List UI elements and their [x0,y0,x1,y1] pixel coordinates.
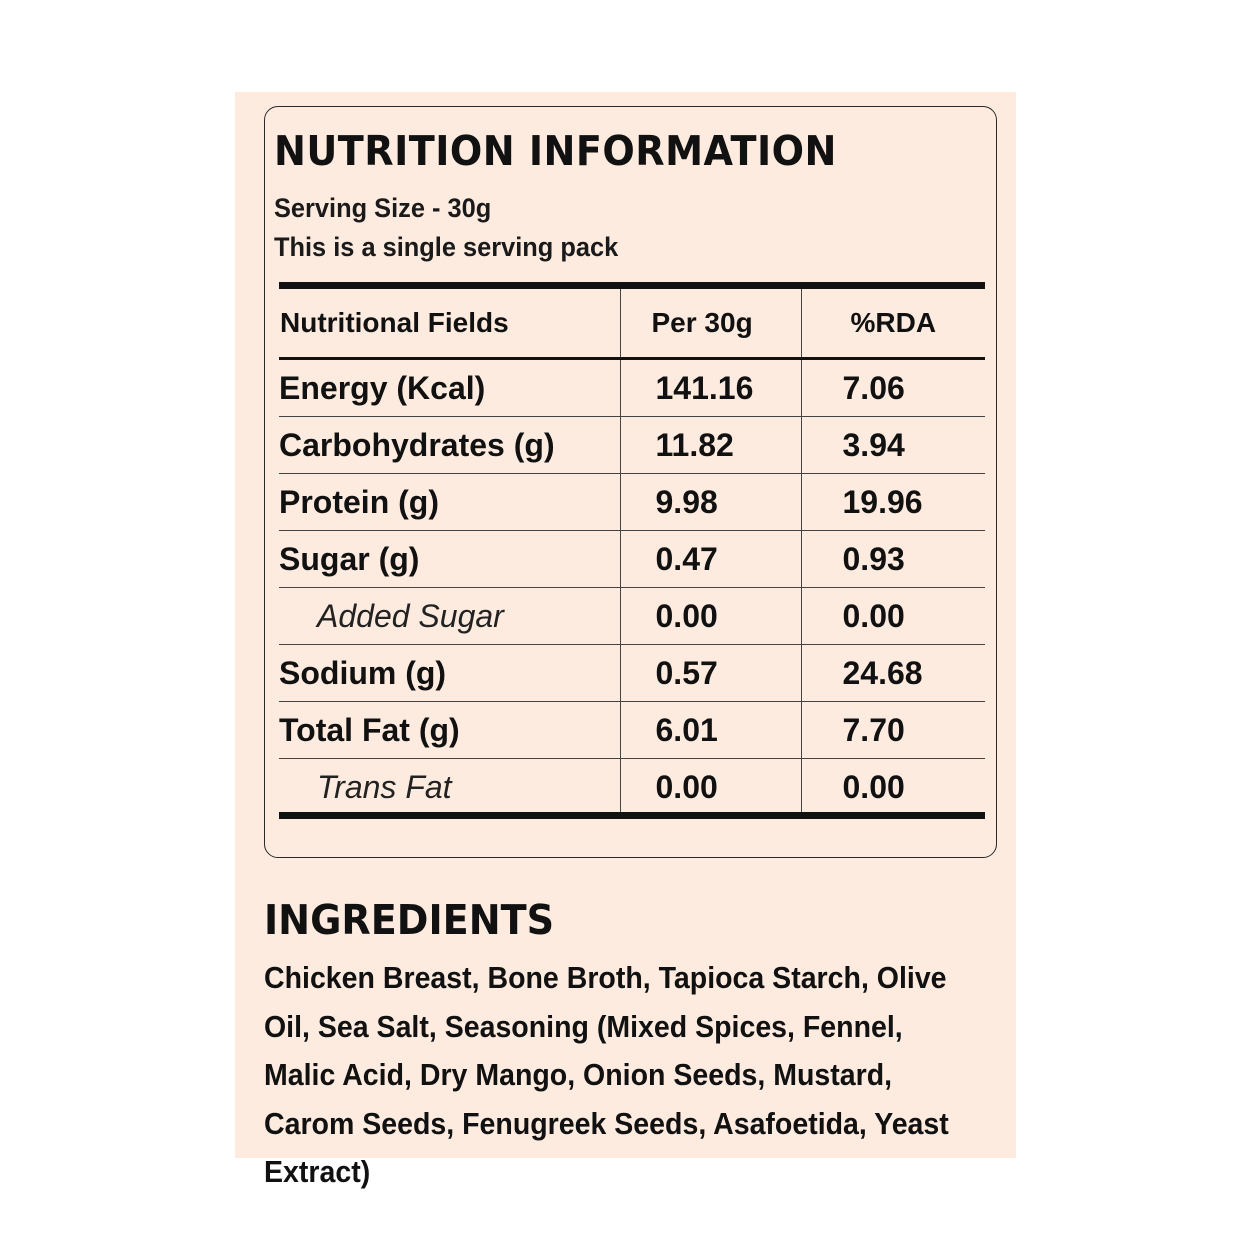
per30g-value: 6.01 [620,701,802,759]
table-top-rule [279,282,985,289]
header-per30g: Per 30g [620,289,802,360]
table-row: Trans Fat 0.00 0.00 [279,758,985,815]
field-name: Trans Fat [279,758,621,815]
table-header-row: Nutritional Fields Per 30g %RDA [279,289,985,360]
label-panel: NUTRITION INFORMATION Serving Size - 30g… [235,92,1016,1189]
header-fields: Nutritional Fields [279,289,621,360]
table-row: Sugar (g) 0.47 0.93 [279,530,985,588]
rda-value: 0.93 [801,530,985,588]
header-rda: %RDA [801,289,985,360]
field-name: Energy (Kcal) [279,358,621,417]
rda-value: 3.94 [801,416,985,474]
pack-note: This is a single serving pack [274,232,619,262]
per30g-value: 0.47 [620,530,802,588]
ingredients-title: INGREDIENTS [264,896,555,944]
rda-value: 24.68 [801,644,985,702]
rda-value: 7.06 [801,358,985,417]
table-bottom-rule [279,812,985,819]
rda-value: 0.00 [842,768,905,805]
rda-value: 19.96 [801,473,985,531]
nutrition-title: NUTRITION INFORMATION [274,127,837,175]
per30g-value: 0.57 [620,644,802,702]
per30g-value: 141.16 [620,358,802,417]
serving-size: Serving Size - 30g [274,193,492,223]
field-name: Total Fat (g) [279,701,621,759]
field-name: Protein (g) [279,473,621,531]
table-row: Total Fat (g) 6.01 7.70 [279,701,985,759]
table-row: Added Sugar 0.00 0.00 [279,587,985,645]
rda-value: 0.00 [801,587,985,645]
field-name: Sodium (g) [279,644,621,702]
table-row: Energy (Kcal) 141.16 7.06 [279,358,985,417]
field-name: Added Sugar [279,587,621,645]
table-row: Sodium (g) 0.57 24.68 [279,644,985,702]
nutrition-info-box: NUTRITION INFORMATION Serving Size - 30g… [264,106,997,858]
per30g-value: 0.00 [620,587,802,645]
per30g-value: 11.82 [620,416,802,474]
rda-value: 7.70 [801,701,985,759]
nutrition-table: Nutritional Fields Per 30g %RDA Energy (… [279,289,985,815]
field-name: Sugar (g) [279,530,621,588]
table-row: Carbohydrates (g) 11.82 3.94 [279,416,985,474]
ingredients-text: Chicken Breast, Bone Broth, Tapioca Star… [264,960,949,1189]
table-row: Protein (g) 9.98 19.96 [279,473,985,531]
per30g-value: 9.98 [620,473,802,531]
field-name: Carbohydrates (g) [279,416,621,474]
per30g-value: 0.00 [620,758,802,815]
